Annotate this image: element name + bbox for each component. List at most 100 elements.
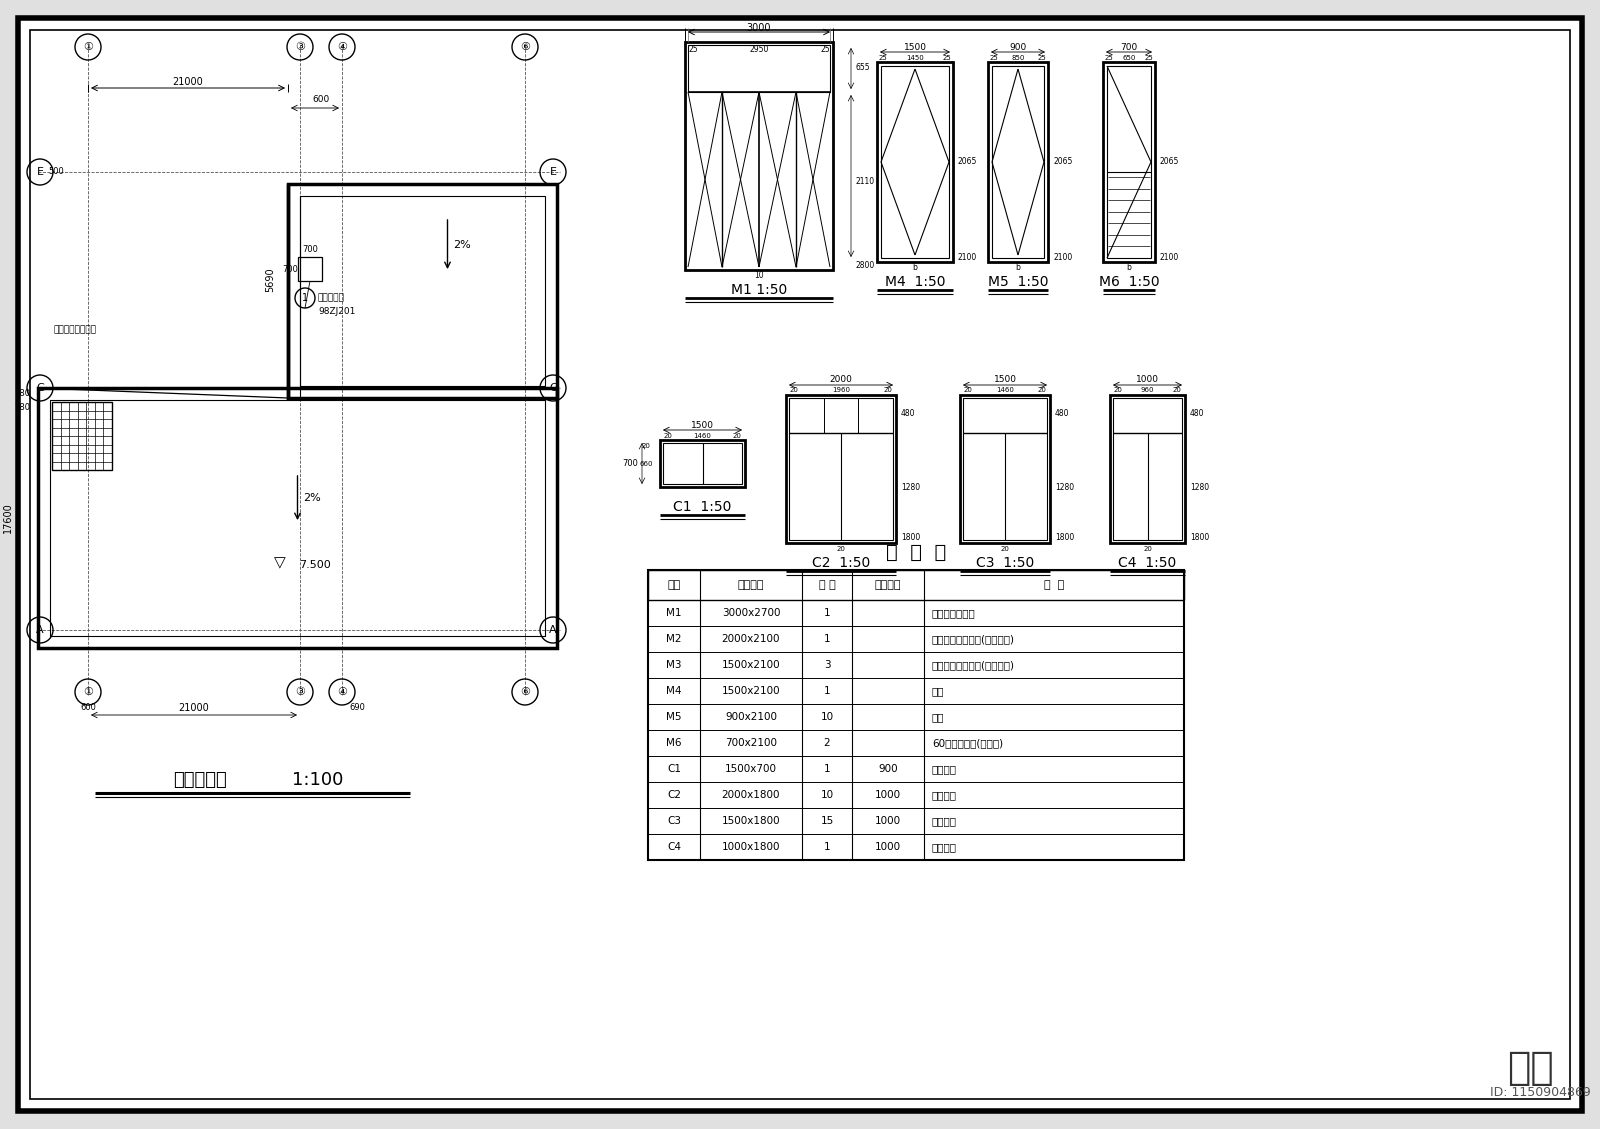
Bar (992, 65, 1043, 259)
Text: C3  1:50: C3 1:50 (976, 555, 1034, 570)
Text: ④: ④ (338, 688, 347, 697)
Text: 20: 20 (733, 434, 741, 439)
Text: 20: 20 (664, 434, 672, 439)
Bar (882, 65, 949, 259)
Text: M4: M4 (666, 686, 682, 695)
Text: 1500x700: 1500x700 (725, 764, 778, 774)
Bar (688, 45, 830, 91)
Text: 1450: 1450 (906, 55, 923, 61)
Text: 1460: 1460 (693, 434, 712, 439)
Text: 2100: 2100 (958, 253, 978, 262)
Text: 480: 480 (901, 410, 915, 419)
Text: 2950: 2950 (749, 45, 768, 54)
Text: 780: 780 (14, 403, 30, 412)
Text: 1: 1 (824, 764, 830, 774)
Text: 20: 20 (789, 387, 798, 393)
Text: 600: 600 (80, 703, 96, 712)
Bar (1114, 399, 1182, 540)
Bar (1110, 395, 1186, 543)
Text: 洞口尺寸: 洞口尺寸 (738, 580, 765, 590)
Text: 1460: 1460 (997, 387, 1014, 393)
Text: 20: 20 (963, 387, 973, 393)
Text: 1000: 1000 (875, 816, 901, 826)
Text: 900: 900 (878, 764, 898, 774)
Text: 成品医疗防辐射门(甲方自定): 成品医疗防辐射门(甲方自定) (931, 634, 1014, 644)
Text: 2800: 2800 (854, 261, 874, 270)
Text: 1280: 1280 (901, 483, 920, 492)
Text: 700: 700 (282, 264, 298, 273)
Text: 1800: 1800 (1054, 533, 1074, 542)
Text: 1000x1800: 1000x1800 (722, 842, 781, 852)
Text: 25: 25 (1104, 55, 1114, 61)
Text: 成品医疗防辐射门(甲方自定): 成品医疗防辐射门(甲方自定) (931, 660, 1014, 669)
Text: 20: 20 (1000, 546, 1010, 552)
Text: 1280: 1280 (1054, 483, 1074, 492)
Bar (301, 196, 546, 386)
Bar (38, 388, 557, 648)
Text: 900: 900 (1010, 43, 1027, 52)
Text: 10: 10 (821, 712, 834, 723)
Text: 1500: 1500 (904, 43, 926, 52)
Text: 窗台高度: 窗台高度 (875, 580, 901, 590)
Text: 陶粒预制块隔热层: 陶粒预制块隔热层 (53, 325, 96, 334)
Text: A: A (549, 625, 557, 634)
Text: M1: M1 (666, 609, 682, 618)
Text: 1: 1 (824, 686, 830, 695)
Text: 21000: 21000 (173, 77, 203, 87)
Text: 1500: 1500 (994, 375, 1016, 384)
Text: 3000x2700: 3000x2700 (722, 609, 781, 618)
Text: 2000x1800: 2000x1800 (722, 790, 781, 800)
Text: 20: 20 (642, 443, 651, 449)
Text: 2100: 2100 (1160, 253, 1179, 262)
Text: 1: 1 (824, 634, 830, 644)
Text: 2%: 2% (304, 493, 322, 504)
Text: 1000: 1000 (1136, 375, 1158, 384)
Bar (288, 184, 557, 399)
Text: 660: 660 (640, 461, 653, 466)
Text: ⑥: ⑥ (520, 42, 530, 52)
Text: M2: M2 (666, 634, 682, 644)
Text: M1 1:50: M1 1:50 (731, 283, 787, 297)
Text: 17600: 17600 (3, 502, 13, 533)
Bar (960, 395, 1050, 543)
Text: 门  窗  表: 门 窗 表 (886, 543, 946, 561)
Text: 屋顶平面图: 屋顶平面图 (173, 771, 227, 789)
Text: 960: 960 (1141, 387, 1154, 393)
Text: C: C (549, 383, 557, 393)
Text: 700x2100: 700x2100 (725, 738, 778, 749)
Text: 25: 25 (688, 45, 698, 54)
Bar (685, 42, 834, 270)
Text: ①: ① (83, 688, 93, 697)
Text: 20: 20 (1173, 387, 1181, 393)
Text: M4  1:50: M4 1:50 (885, 275, 946, 289)
Text: C2: C2 (667, 790, 682, 800)
Text: 铝合金窗: 铝合金窗 (931, 816, 957, 826)
Text: 20: 20 (837, 546, 845, 552)
Text: 1: 1 (302, 294, 309, 303)
Text: 700: 700 (1120, 43, 1138, 52)
Text: 690: 690 (349, 703, 365, 712)
Text: 铝合金窗: 铝合金窗 (931, 842, 957, 852)
Text: 检修口选用: 检修口选用 (318, 294, 346, 303)
Bar (662, 443, 742, 484)
Text: M5  1:50: M5 1:50 (987, 275, 1048, 289)
Bar (298, 257, 322, 281)
Text: M3: M3 (666, 660, 682, 669)
Text: 2110: 2110 (854, 176, 874, 185)
Text: 1: 1 (824, 609, 830, 618)
Bar (648, 570, 1184, 599)
Text: C1  1:50: C1 1:50 (674, 500, 731, 514)
Text: ▽: ▽ (274, 555, 285, 570)
Text: b: b (1126, 263, 1131, 271)
Text: 20: 20 (1114, 387, 1123, 393)
Text: 21000: 21000 (179, 703, 210, 714)
Text: 60系列平开门(塑閒门): 60系列平开门(塑閒门) (931, 738, 1003, 749)
Text: 备  注: 备 注 (1043, 580, 1064, 590)
Text: 知未: 知未 (1507, 1049, 1554, 1087)
Text: M6  1:50: M6 1:50 (1099, 275, 1160, 289)
Text: 铝合金窗: 铝合金窗 (931, 764, 957, 774)
Text: ⑥: ⑥ (520, 688, 530, 697)
Text: 编号: 编号 (667, 580, 680, 590)
Text: C4: C4 (667, 842, 682, 852)
Text: 25: 25 (990, 55, 998, 61)
